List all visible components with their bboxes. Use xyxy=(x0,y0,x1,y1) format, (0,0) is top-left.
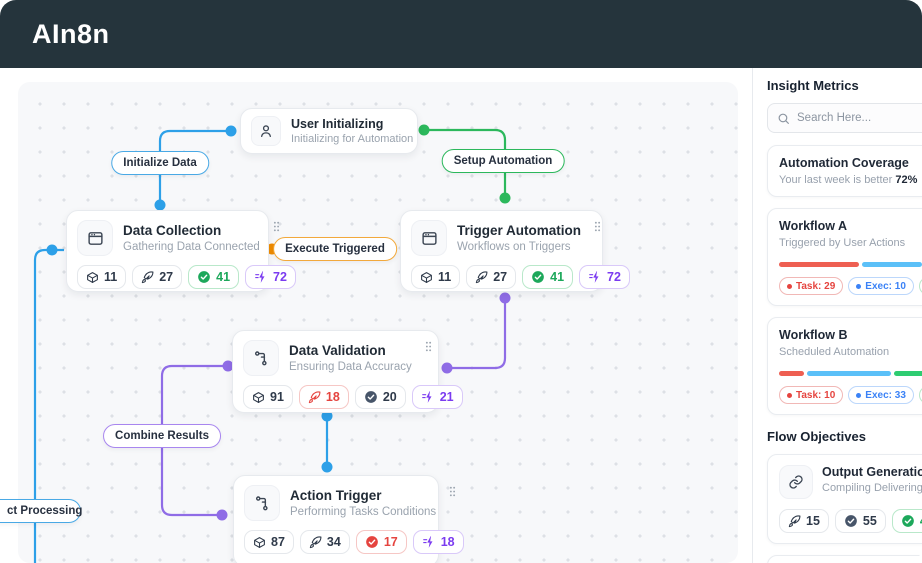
check-circle-icon xyxy=(197,270,211,284)
workflow-icon xyxy=(243,340,279,376)
drag-handle-icon[interactable] xyxy=(446,485,459,503)
node-title: Trigger Automation xyxy=(457,223,581,238)
card-title: Output Generation xyxy=(822,465,922,479)
metric-badge: 27 xyxy=(132,265,183,289)
node-subtitle: Ensuring Data Accuracy xyxy=(289,361,412,373)
check-circle-icon xyxy=(901,514,915,528)
node-subtitle: Workflows on Triggers xyxy=(457,241,571,253)
card-lorem-ipsum[interactable]: Lorem Ipsum Lorem Ipsum Sit Dol xyxy=(767,555,922,563)
zap-icon xyxy=(254,270,268,284)
metric-badge: 87 xyxy=(244,530,294,554)
metric-badge: 27 xyxy=(466,265,517,289)
insight-sidebar: Insight Metrics Automation Coverage Your… xyxy=(752,68,922,563)
top-navbar: AIn8n xyxy=(0,0,922,68)
card-workflow-b[interactable]: Workflow B Scheduled Automation Task: 10… xyxy=(767,317,922,415)
node-trigger-automation[interactable]: Trigger Automation Workflows on Triggers… xyxy=(400,210,630,292)
edge-label-setup-automation[interactable]: Setup Automation xyxy=(441,149,565,173)
node-title: Action Trigger xyxy=(290,488,382,503)
card-automation-coverage[interactable]: Automation Coverage Your last week is be… xyxy=(767,145,922,197)
cube-icon xyxy=(86,271,99,284)
cube-icon xyxy=(253,536,266,549)
flow-canvas[interactable]: User Initializing Initializing for Autom… xyxy=(0,68,752,563)
metric-badge: 20 xyxy=(354,385,406,409)
card-subtitle: Compiling Delivering O xyxy=(822,482,922,494)
search-icon xyxy=(777,112,790,125)
exec-count-pill: Exec: 33 xyxy=(848,386,914,404)
objectives-title: Flow Objectives xyxy=(767,429,866,444)
cube-icon xyxy=(420,271,433,284)
node-user-initializing[interactable]: User Initializing Initializing for Autom… xyxy=(240,108,418,154)
card-workflow-a[interactable]: Workflow A Triggered by User Actions Tas… xyxy=(767,208,922,306)
check-circle-icon xyxy=(364,390,378,404)
node-title: Data Collection xyxy=(123,223,222,238)
search-box[interactable] xyxy=(767,103,922,133)
check-circle-icon xyxy=(365,535,379,549)
progress-bar xyxy=(779,371,922,376)
rocket-icon xyxy=(308,390,321,404)
metric-badge: 41 xyxy=(522,265,574,289)
card-title: Workflow A xyxy=(779,219,848,233)
node-action-trigger[interactable]: Action Trigger Performing Tasks Conditio… xyxy=(233,475,464,563)
metric-badge: 72 xyxy=(245,265,296,289)
zap-icon xyxy=(421,390,435,404)
card-subtitle: Your last week is better 72% xyxy=(779,174,918,186)
edge-label-direct-processing[interactable]: ct Processing xyxy=(0,499,82,523)
drag-handle-icon[interactable] xyxy=(270,220,283,238)
node-title: Data Validation xyxy=(289,343,386,358)
zap-icon xyxy=(588,270,602,284)
app-window-icon xyxy=(411,220,447,256)
metric-badge: 21 xyxy=(411,385,463,409)
metric-badge: 11 xyxy=(77,265,127,289)
app-window-icon xyxy=(77,220,113,256)
cube-icon xyxy=(252,391,265,404)
rocket-icon xyxy=(309,535,322,549)
metric-badge: 34 xyxy=(299,530,350,554)
edge-label-initialize-data[interactable]: Initialize Data xyxy=(111,151,209,175)
link-icon xyxy=(779,465,813,499)
rocket-icon xyxy=(475,270,488,284)
node-subtitle: Performing Tasks Conditions xyxy=(290,506,437,518)
coverage-percent: 72% xyxy=(895,174,918,186)
card-title: Automation Coverage xyxy=(779,156,909,170)
node-subtitle: Initializing for Automation xyxy=(291,133,414,145)
user-icon xyxy=(251,116,281,146)
node-data-collection[interactable]: Data Collection Gathering Data Connected… xyxy=(66,210,296,292)
task-count-pill: Task: 29 xyxy=(779,277,844,295)
check-circle-icon xyxy=(531,270,545,284)
rocket-icon xyxy=(788,514,801,528)
node-data-validation[interactable]: Data Validation Ensuring Data Accuracy 9… xyxy=(232,330,463,413)
edge-label-combine-results[interactable]: Combine Results xyxy=(103,424,221,448)
task-count-pill: Task: 10 xyxy=(779,386,844,404)
metric-badge: 91 xyxy=(243,385,293,409)
card-subtitle: Scheduled Automation xyxy=(779,346,890,358)
card-output-generation[interactable]: Output Generation Compiling Delivering O… xyxy=(767,454,922,544)
metric-badge: 41 xyxy=(188,265,240,289)
card-title: Workflow B xyxy=(779,328,848,342)
app-logo: AIn8n xyxy=(32,18,110,49)
node-title: User Initializing xyxy=(291,117,384,131)
metric-badge: 11 xyxy=(411,265,461,289)
workflow-icon xyxy=(244,485,280,521)
zap-icon xyxy=(422,535,436,549)
metric-badge: 15 xyxy=(779,509,829,533)
metric-badge: 55 xyxy=(834,509,886,533)
rocket-icon xyxy=(141,270,154,284)
metric-badge: 18 xyxy=(298,385,349,409)
check-circle-icon xyxy=(844,514,858,528)
search-input[interactable] xyxy=(797,112,917,124)
drag-handle-icon[interactable] xyxy=(591,220,604,238)
node-subtitle: Gathering Data Connected xyxy=(123,241,260,253)
edge-label-execute-triggered[interactable]: Execute Triggered xyxy=(273,237,397,261)
drag-handle-icon[interactable] xyxy=(422,340,435,358)
metric-badge: 17 xyxy=(355,530,407,554)
card-subtitle: Triggered by User Actions xyxy=(779,237,906,249)
sidebar-title: Insight Metrics xyxy=(767,78,859,93)
progress-bar xyxy=(779,262,922,267)
metric-badge: 41 xyxy=(891,509,922,533)
metric-badge: 18 xyxy=(412,530,464,554)
exec-count-pill: Exec: 10 xyxy=(848,277,914,295)
metric-badge: 72 xyxy=(579,265,630,289)
